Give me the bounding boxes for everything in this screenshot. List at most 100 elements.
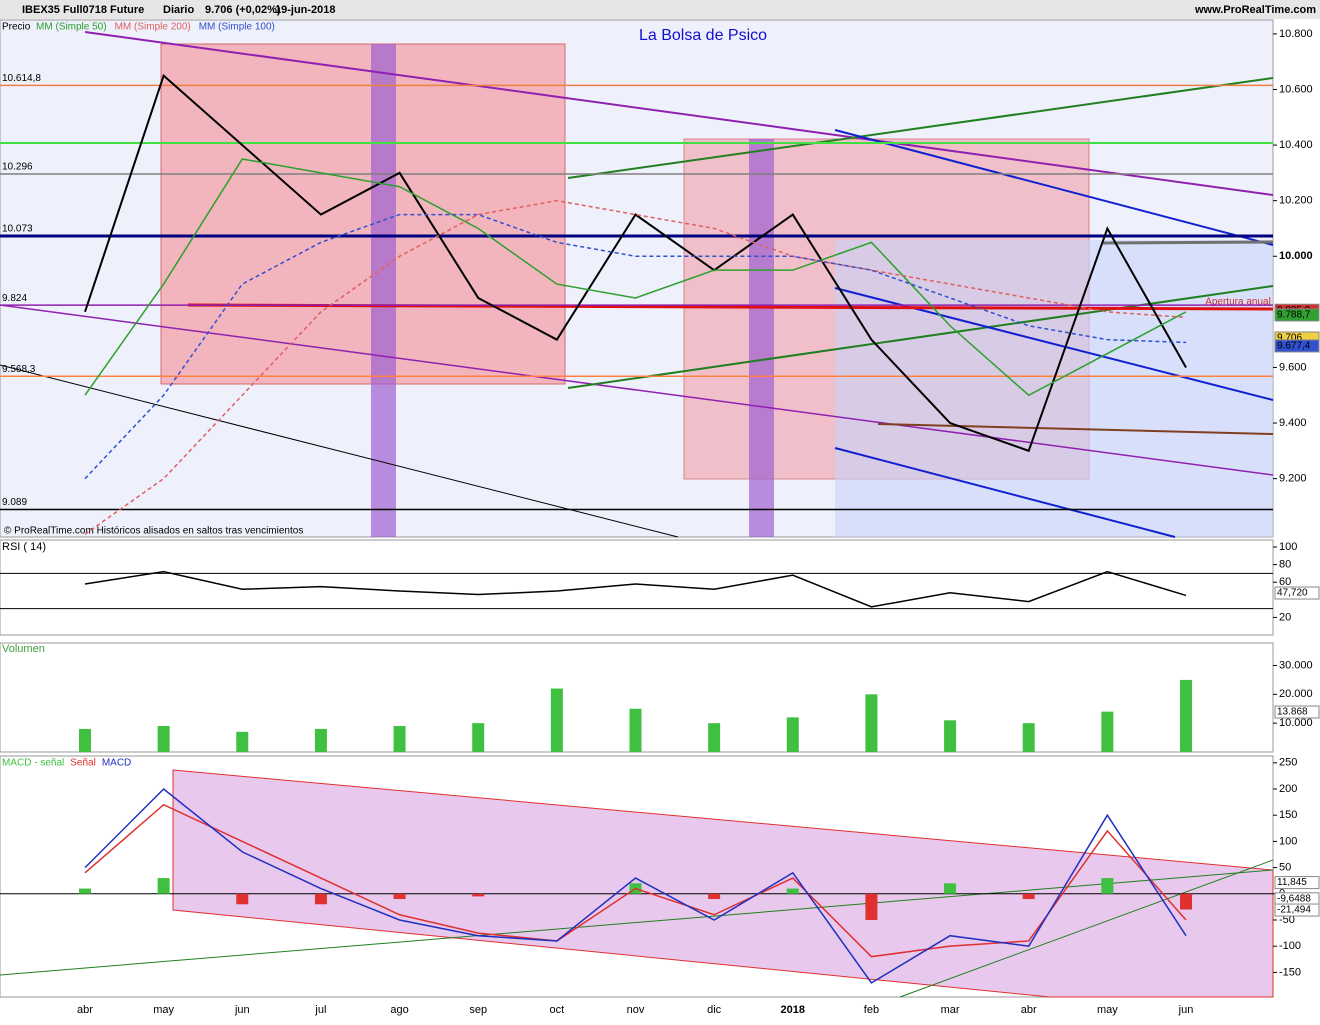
y-tick-label: 100 xyxy=(1279,835,1297,847)
site: www.ProRealTime.com xyxy=(1194,4,1316,16)
trend-line xyxy=(567,285,1274,389)
x-tick-label: nov xyxy=(627,1004,645,1016)
series-line xyxy=(84,158,1187,397)
trend-line xyxy=(0,364,679,538)
legend-entry: MACD - señal xyxy=(2,758,64,769)
legend-entry: MM (Simple 200) xyxy=(115,22,191,33)
legend-entry: MM (Simple 50) xyxy=(36,22,107,33)
level-label: 9.089 xyxy=(2,497,27,508)
zone-box xyxy=(160,43,566,385)
panel-title: Volumen xyxy=(2,643,45,655)
level-label: 9.568,3 xyxy=(2,364,36,375)
value-label: -21,494 xyxy=(1277,905,1311,916)
x-tick-label: jun xyxy=(234,1004,250,1016)
trend-line xyxy=(834,447,1176,538)
trend-line xyxy=(1102,240,1274,245)
y-tick-label: 20.000 xyxy=(1279,688,1313,700)
y-tick-label: 80 xyxy=(1279,559,1291,571)
value-label: 47,720 xyxy=(1277,588,1308,599)
trend-line xyxy=(877,423,1274,435)
value-box xyxy=(1274,903,1320,917)
bar xyxy=(472,893,485,897)
bar xyxy=(236,731,249,752)
last-price: 9.706 (+0,02%) xyxy=(205,4,281,16)
x-tick-label: jul xyxy=(314,1004,326,1016)
legend-entry: Precio xyxy=(2,22,31,33)
bar xyxy=(944,883,957,894)
x-tick-label: oct xyxy=(550,1004,565,1016)
value-label: -9,6488 xyxy=(1277,893,1311,904)
value-label: 9.788,7 xyxy=(1277,310,1311,321)
bar xyxy=(1180,893,1192,910)
bar xyxy=(550,688,563,752)
bar xyxy=(157,726,170,752)
trend-line xyxy=(834,129,1274,246)
macd-channel xyxy=(172,769,1274,998)
series-line xyxy=(84,73,1187,453)
x-tick-label: may xyxy=(1097,1004,1118,1016)
trend-line xyxy=(84,31,1274,196)
y-tick-label: 10.400 xyxy=(1279,139,1313,151)
legend-entry: MACD xyxy=(102,758,131,769)
time-band xyxy=(371,44,396,537)
value-box xyxy=(1274,308,1320,322)
bar xyxy=(79,888,91,894)
value-box xyxy=(1274,705,1320,719)
x-tick-label: dic xyxy=(707,1004,722,1016)
time-band xyxy=(749,139,774,537)
bar xyxy=(157,878,170,894)
footer-note: © ProRealTime.com Históricos alisados en… xyxy=(4,526,303,537)
bar xyxy=(314,728,327,752)
y-tick-label: 10.000 xyxy=(1279,250,1313,262)
bar xyxy=(393,893,406,900)
bar xyxy=(629,708,642,752)
value-label: 11,845 xyxy=(1277,877,1307,888)
series-line xyxy=(84,570,1187,608)
legend-entry: MM (Simple 100) xyxy=(199,22,275,33)
y-tick-label: 200 xyxy=(1279,783,1297,795)
y-tick-label: -150 xyxy=(1279,966,1301,978)
value-box xyxy=(1274,339,1320,353)
bar xyxy=(79,728,91,752)
rsi-panel xyxy=(0,539,1274,636)
panel-title: RSI ( 14) xyxy=(2,541,46,553)
bar xyxy=(944,720,957,752)
bar xyxy=(236,893,249,905)
y-tick-label: 20 xyxy=(1279,611,1291,623)
y-tick-label: -100 xyxy=(1279,940,1301,952)
annotation: Apertura anual xyxy=(1205,297,1271,308)
x-tick-label: 2018 xyxy=(781,1004,805,1016)
value-label: 13.868 xyxy=(1277,707,1308,718)
bar xyxy=(1101,878,1114,894)
trend-line xyxy=(567,77,1274,179)
y-tick-label: 10.200 xyxy=(1279,195,1313,207)
y-tick-label: 60 xyxy=(1279,576,1291,588)
series-line xyxy=(84,788,1187,984)
y-tick-label: 9.200 xyxy=(1279,473,1307,485)
y-tick-label: 9.600 xyxy=(1279,361,1307,373)
bar xyxy=(708,723,721,752)
legend-entry: Señal xyxy=(70,758,96,769)
y-tick-label: -50 xyxy=(1279,914,1295,926)
x-tick-label: sep xyxy=(469,1004,487,1016)
x-tick-label: abr xyxy=(77,1004,93,1016)
x-tick-label: feb xyxy=(864,1004,879,1016)
value-box xyxy=(1274,586,1320,600)
y-tick-label: 10.600 xyxy=(1279,83,1313,95)
y-tick-label: 100 xyxy=(1279,541,1297,553)
period: Diario xyxy=(163,4,194,16)
x-tick-label: jun xyxy=(1178,1004,1194,1016)
y-tick-label: 10.800 xyxy=(1279,28,1313,40)
level-label: 10.073 xyxy=(2,224,33,235)
y-tick-label: 250 xyxy=(1279,757,1297,769)
value-label: 9.706 xyxy=(1277,333,1302,344)
x-tick-label: mar xyxy=(941,1004,960,1016)
bar xyxy=(1101,711,1114,752)
bar xyxy=(314,893,327,905)
y-tick-label: 9.400 xyxy=(1279,417,1307,429)
y-tick-label: 30.000 xyxy=(1279,659,1313,671)
bar xyxy=(865,893,878,920)
trend-line xyxy=(0,869,1274,976)
